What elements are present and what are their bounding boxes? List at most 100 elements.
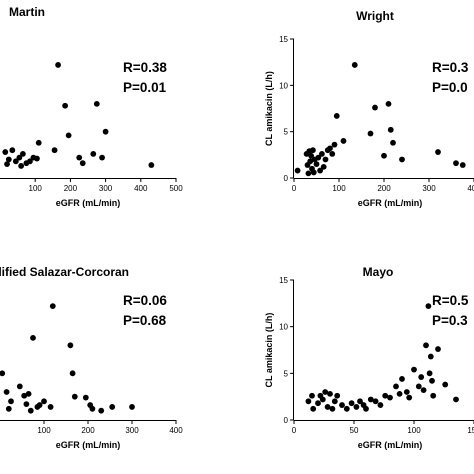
y-tick-label: 0 xyxy=(284,416,289,425)
data-point xyxy=(49,303,56,310)
data-point xyxy=(331,141,338,148)
panel-title: Mayo xyxy=(363,265,394,279)
data-point xyxy=(322,156,329,163)
data-point xyxy=(19,151,26,157)
x-tick-label: 0 xyxy=(292,426,297,435)
data-point xyxy=(453,396,459,403)
data-point xyxy=(382,392,389,399)
x-tick-label: 300 xyxy=(422,184,436,193)
data-point xyxy=(55,62,61,68)
data-point xyxy=(23,401,30,408)
stat-p-label: P=0.0 xyxy=(432,80,468,95)
data-point xyxy=(319,151,325,157)
data-point xyxy=(331,398,338,405)
data-point xyxy=(62,102,69,109)
data-point xyxy=(309,392,315,399)
x-tick-label: 300 xyxy=(99,184,113,193)
data-point xyxy=(403,389,410,395)
data-point xyxy=(9,147,16,154)
data-point xyxy=(308,152,314,159)
x-tick-label: 400 xyxy=(134,184,148,193)
data-point xyxy=(322,389,329,395)
data-point xyxy=(435,149,441,155)
data-point xyxy=(319,396,326,403)
stat-r-label: R=0.06 xyxy=(123,293,167,308)
data-point xyxy=(89,405,96,412)
data-point xyxy=(324,404,331,410)
data-point xyxy=(0,370,6,377)
data-point xyxy=(310,147,316,154)
data-point xyxy=(35,139,42,146)
data-point xyxy=(2,149,9,155)
y-axis-label: CL amikacin (L/h) xyxy=(264,313,274,388)
data-point xyxy=(313,161,320,168)
data-point xyxy=(129,404,135,410)
x-tick-label: 100 xyxy=(332,184,346,193)
data-point xyxy=(305,398,312,405)
data-point xyxy=(5,405,12,412)
data-point xyxy=(82,394,89,401)
stat-p-label: P=0.68 xyxy=(123,313,167,328)
data-point xyxy=(327,145,333,152)
y-axis-label: CL amikacin (L/h) xyxy=(264,71,274,146)
data-point xyxy=(69,370,76,377)
data-point xyxy=(18,163,25,169)
data-point xyxy=(27,407,34,414)
stat-p-label: P=0.01 xyxy=(123,80,167,95)
panel-1: Martin R=0.38 P=0.01 100 200 300 400 500 eGFR (m… xyxy=(0,5,183,208)
data-point xyxy=(459,162,466,168)
x-tick-label: 0 xyxy=(292,184,297,193)
y-tick-label: 5 xyxy=(284,369,289,378)
data-point xyxy=(372,104,378,111)
data-point xyxy=(16,383,23,390)
data-point xyxy=(12,158,19,165)
panel-3: odified Salazar-Corcoran R=0.06 P=0.68 100 2… xyxy=(0,265,183,450)
stat-r-label: R=0.5 xyxy=(432,293,469,308)
data-point xyxy=(71,393,78,400)
data-point xyxy=(30,334,36,341)
data-point xyxy=(329,151,336,157)
y-tick-label: 0 xyxy=(284,174,289,183)
data-point xyxy=(426,370,433,377)
data-point xyxy=(381,152,387,159)
data-point xyxy=(372,398,379,405)
data-point xyxy=(93,100,100,107)
data-point xyxy=(329,405,336,412)
data-point xyxy=(363,405,369,412)
data-point xyxy=(367,130,374,137)
x-tick-label: 150 xyxy=(467,426,474,435)
data-point xyxy=(442,381,449,388)
data-point xyxy=(387,126,394,133)
data-point xyxy=(339,402,345,408)
x-tick-label: 50 xyxy=(350,426,359,435)
data-point xyxy=(76,154,83,161)
data-point xyxy=(47,404,54,410)
panel-4: Mayo R=0.5 P=0.3 0 50 100 150 eGFR (mL/min) 0 5 10… xyxy=(264,265,474,450)
data-point xyxy=(317,167,323,174)
panel-title: odified Salazar-Corcoran xyxy=(0,265,129,279)
data-point xyxy=(320,163,327,170)
data-point xyxy=(79,160,86,167)
data-point xyxy=(305,170,312,177)
x-tick-label: 100 xyxy=(37,426,51,435)
data-point xyxy=(315,154,322,161)
x-axis-label: eGFR (mL/min) xyxy=(56,440,121,450)
data-point xyxy=(16,154,23,161)
data-point xyxy=(307,158,314,165)
data-point xyxy=(294,167,301,174)
data-point xyxy=(396,390,403,397)
data-point xyxy=(411,366,417,373)
data-point xyxy=(348,400,355,407)
x-tick-label: 200 xyxy=(377,184,391,193)
data-point xyxy=(148,162,155,168)
data-point xyxy=(353,404,360,410)
y-tick-label: 10 xyxy=(279,323,288,332)
data-point xyxy=(427,353,434,360)
y-tick-label: 5 xyxy=(284,128,289,137)
data-point xyxy=(418,374,425,380)
data-point xyxy=(8,398,14,405)
data-point xyxy=(393,383,399,390)
data-point xyxy=(367,396,374,403)
data-point xyxy=(34,155,40,162)
